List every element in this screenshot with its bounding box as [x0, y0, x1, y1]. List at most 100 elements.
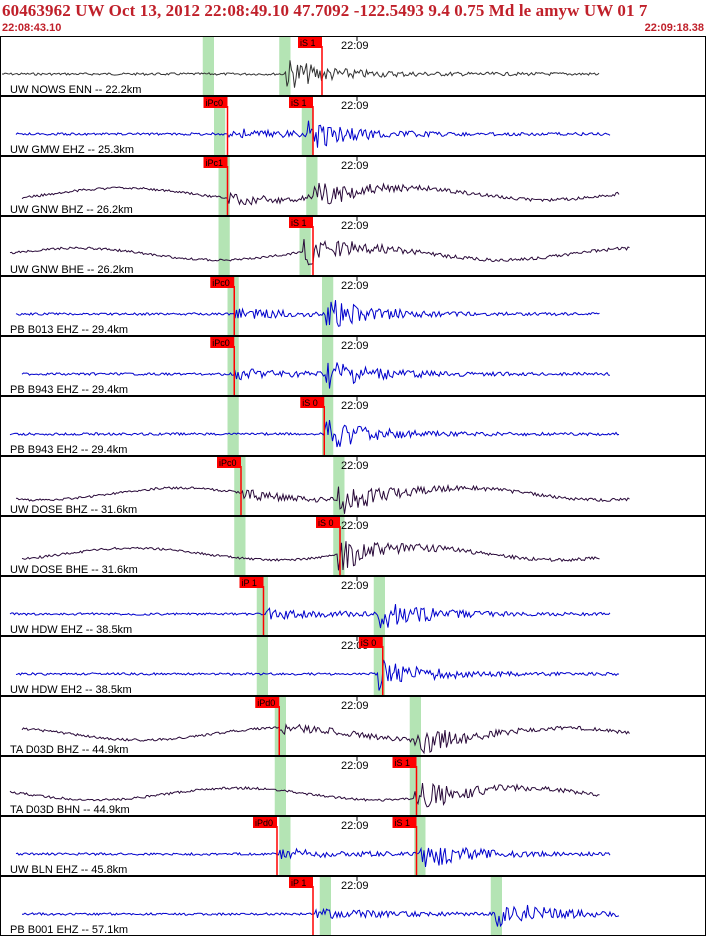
- window-band: [256, 577, 268, 635]
- pick-marker: [210, 337, 235, 348]
- end-time: 22:09:18.38: [644, 22, 704, 34]
- window-band: [322, 277, 334, 335]
- waveform: [15, 300, 600, 327]
- waveform: [21, 182, 620, 206]
- window-band: [322, 397, 334, 455]
- window-band: [274, 757, 286, 815]
- pick-label: iPd0: [257, 698, 275, 708]
- time-tick-label: 22:09: [341, 280, 369, 292]
- window-band: [227, 397, 239, 455]
- window-band: [333, 517, 345, 575]
- time-tick-label: 22:09: [341, 700, 369, 712]
- window-band: [409, 757, 421, 815]
- pick-marker: [289, 97, 313, 108]
- pick-marker: [255, 697, 280, 708]
- pick-marker: [217, 457, 241, 468]
- station-label: UW GNW BHE -- 26.2km: [10, 264, 133, 276]
- pick-marker: [289, 217, 313, 228]
- pick-label: iP 1: [242, 578, 257, 588]
- station-label: TA D03D BHN -- 44.9km: [10, 804, 130, 816]
- pick-marker: [203, 157, 228, 168]
- pick-marker: [239, 577, 264, 588]
- time-tick-label: 22:09: [341, 40, 369, 52]
- window-band: [227, 337, 239, 395]
- window-band: [299, 217, 311, 275]
- trace-panel: 22:09 iS 0 PB B943 EH2 -- 29.4km: [0, 396, 706, 456]
- waveform: [21, 723, 630, 755]
- start-time: 22:08:43.10: [2, 22, 62, 34]
- station-label: UW GNW BHZ -- 26.2km: [10, 204, 133, 216]
- time-tick-label: 22:09: [341, 460, 369, 472]
- waveform: [9, 239, 630, 266]
- window-band: [256, 637, 268, 695]
- station-label: PB B013 EHZ -- 29.4km: [10, 324, 128, 336]
- pick-label: iS 1: [395, 818, 411, 828]
- time-tick-label: 22:09: [341, 880, 369, 892]
- pick-label: iS 1: [300, 38, 316, 48]
- waveform: [15, 846, 611, 867]
- time-tick-label: 22:09: [341, 520, 369, 532]
- window-band: [218, 217, 230, 275]
- waveform: [9, 604, 611, 629]
- station-label: UW NOWS ENN -- 22.2km: [10, 84, 141, 96]
- pick-label: iS 0: [302, 398, 318, 408]
- window-band: [227, 277, 239, 335]
- pick-marker: [298, 37, 322, 48]
- station-label: UW DOSE BHE -- 31.6km: [10, 564, 138, 576]
- time-tick-label: 22:09: [341, 580, 369, 592]
- waveform: [9, 782, 600, 808]
- waveform: [22, 904, 620, 928]
- trace-panel: 22:09 iS 1 UW NOWS ENN -- 22.2km: [0, 36, 706, 96]
- window-band: [234, 457, 246, 515]
- window-band: [202, 37, 214, 95]
- station-label: PB B001 EHZ -- 57.1km: [10, 924, 128, 936]
- trace-panel: 22:09 iPd0 TA D03D BHZ -- 44.9km: [0, 696, 706, 756]
- pick-label: iS 1: [395, 758, 411, 768]
- window-band: [218, 157, 230, 215]
- pick-marker: [316, 517, 340, 528]
- time-tick-label: 22:09: [341, 160, 369, 172]
- station-label: UW BLN EHZ -- 45.8km: [10, 864, 127, 876]
- pick-marker: [392, 817, 417, 828]
- waveform: [15, 659, 620, 691]
- waveform: [1, 60, 600, 88]
- pick-label: iPc0: [212, 338, 230, 348]
- trace-panel: 22:09 iPd0 iS 1 UW BLN EHZ -- 45.8km: [0, 816, 706, 876]
- time-tick-label: 22:09: [341, 100, 369, 112]
- window-band: [319, 877, 331, 935]
- station-label: UW HDW EH2 -- 38.5km: [10, 684, 132, 696]
- trace-panel: 22:09 iPc0 PB B943 EHZ -- 29.4km: [0, 336, 706, 396]
- station-label: TA D03D BHZ -- 44.9km: [10, 744, 128, 756]
- trace-panel: 22:09 iP 1 PB B001 EHZ -- 57.1km: [0, 876, 706, 936]
- header: 60463962 UW Oct 13, 2012 22:08:49.10 47.…: [0, 0, 706, 36]
- pick-label: iS 1: [291, 98, 307, 108]
- station-label: UW GMW EHZ -- 25.3km: [10, 144, 134, 156]
- seismogram-panels: 22:09 iS 1 UW NOWS ENN -- 22.2km 22:09 iPc0 i…: [0, 36, 706, 936]
- station-label: PB B943 EHZ -- 29.4km: [10, 384, 128, 396]
- pick-label: iPc0: [212, 278, 230, 288]
- trace-panel: 22:09 iS 1 UW GNW BHE -- 26.2km: [0, 216, 706, 276]
- waveform: [21, 541, 600, 571]
- pick-label: iS 0: [361, 638, 377, 648]
- window-band: [490, 877, 502, 935]
- pick-marker: [203, 97, 228, 108]
- pick-marker: [253, 817, 277, 828]
- trace-panel: 22:09 iPc0 PB B013 EHZ -- 29.4km: [0, 276, 706, 336]
- window-band: [373, 577, 385, 635]
- time-tick-label: 22:09: [341, 400, 369, 412]
- window-band: [214, 97, 226, 155]
- window-band: [306, 157, 318, 215]
- time-tick-label: 22:09: [341, 340, 369, 352]
- pick-label: iPc1: [206, 158, 224, 168]
- waveform: [9, 420, 620, 448]
- trace-panel: 22:09 iP 1 UW HDW EHZ -- 38.5km: [0, 576, 706, 636]
- pick-label: iPc0: [206, 98, 224, 108]
- window-band: [414, 817, 426, 875]
- time-tick-label: 22:09: [341, 220, 369, 232]
- window-band: [373, 637, 385, 695]
- time-tick-label: 22:09: [341, 820, 369, 832]
- time-tick-label: 22:09: [341, 760, 369, 772]
- pick-marker: [289, 877, 313, 888]
- pick-label: iPd0: [255, 818, 273, 828]
